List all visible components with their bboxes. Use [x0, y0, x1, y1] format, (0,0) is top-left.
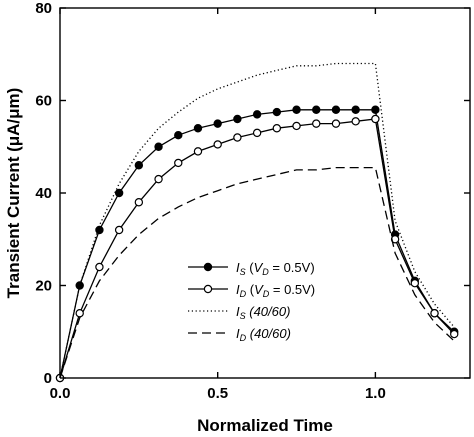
series-2-point	[252, 128, 262, 138]
series-2-point	[114, 225, 124, 235]
legend-marker-2	[203, 284, 213, 294]
x-axis-title: Normalized Time	[197, 416, 333, 435]
legend-marker-1	[203, 262, 213, 272]
series-1-point	[95, 225, 104, 235]
series-2-point	[371, 114, 380, 124]
series-1-point	[233, 114, 242, 124]
y-tick-label: 60	[35, 93, 52, 110]
series-line-4	[59, 166, 455, 379]
series-1-point	[351, 105, 360, 114]
series-2-point	[430, 309, 439, 318]
series-1-point	[154, 142, 163, 151]
series-2-point	[233, 133, 242, 142]
series-2-point	[174, 158, 183, 168]
series-1-point	[75, 281, 84, 290]
y-axis-title: Transient Current (μA/μm)	[4, 88, 23, 299]
series-1-point	[134, 161, 144, 170]
series-1-point	[114, 188, 124, 198]
series-2-point	[95, 262, 104, 272]
series-2-point	[75, 309, 84, 318]
legend-label-4: ID (40/60)	[236, 326, 291, 343]
series-2-point	[292, 121, 301, 131]
series-2-point	[272, 124, 282, 133]
series-2-point	[351, 117, 360, 126]
series-2-point	[331, 119, 341, 128]
series-1-point	[371, 105, 380, 114]
series-1-point	[193, 124, 203, 133]
legend-label-3: IS (40/60)	[236, 304, 290, 321]
y-tick-label: 0	[44, 370, 52, 387]
series-1-point	[174, 130, 183, 140]
series-1-point	[213, 119, 222, 128]
series-2-point	[450, 329, 459, 339]
x-tick-label: 0.5	[207, 385, 228, 402]
legend-label-1: IS (VD = 0.5V)	[236, 260, 315, 277]
series-1-point	[312, 105, 321, 114]
series-1-point	[272, 107, 282, 117]
y-tick-label: 20	[35, 278, 52, 295]
series-2-point	[213, 140, 222, 149]
legend-label-2: ID (VD = 0.5V)	[236, 282, 315, 299]
x-tick-label: 0.0	[50, 385, 71, 402]
series-2-point	[134, 198, 144, 207]
series-1-point	[252, 110, 262, 119]
series-2-point	[312, 119, 321, 128]
x-tick-label: 1.0	[365, 385, 386, 402]
series-1-point	[292, 105, 301, 114]
series-2-point	[193, 147, 203, 156]
y-tick-label: 80	[35, 0, 52, 17]
y-tick-label: 40	[35, 185, 52, 202]
series-1-point	[331, 105, 341, 114]
series-2-point	[410, 278, 420, 288]
series-2-point	[154, 174, 163, 184]
